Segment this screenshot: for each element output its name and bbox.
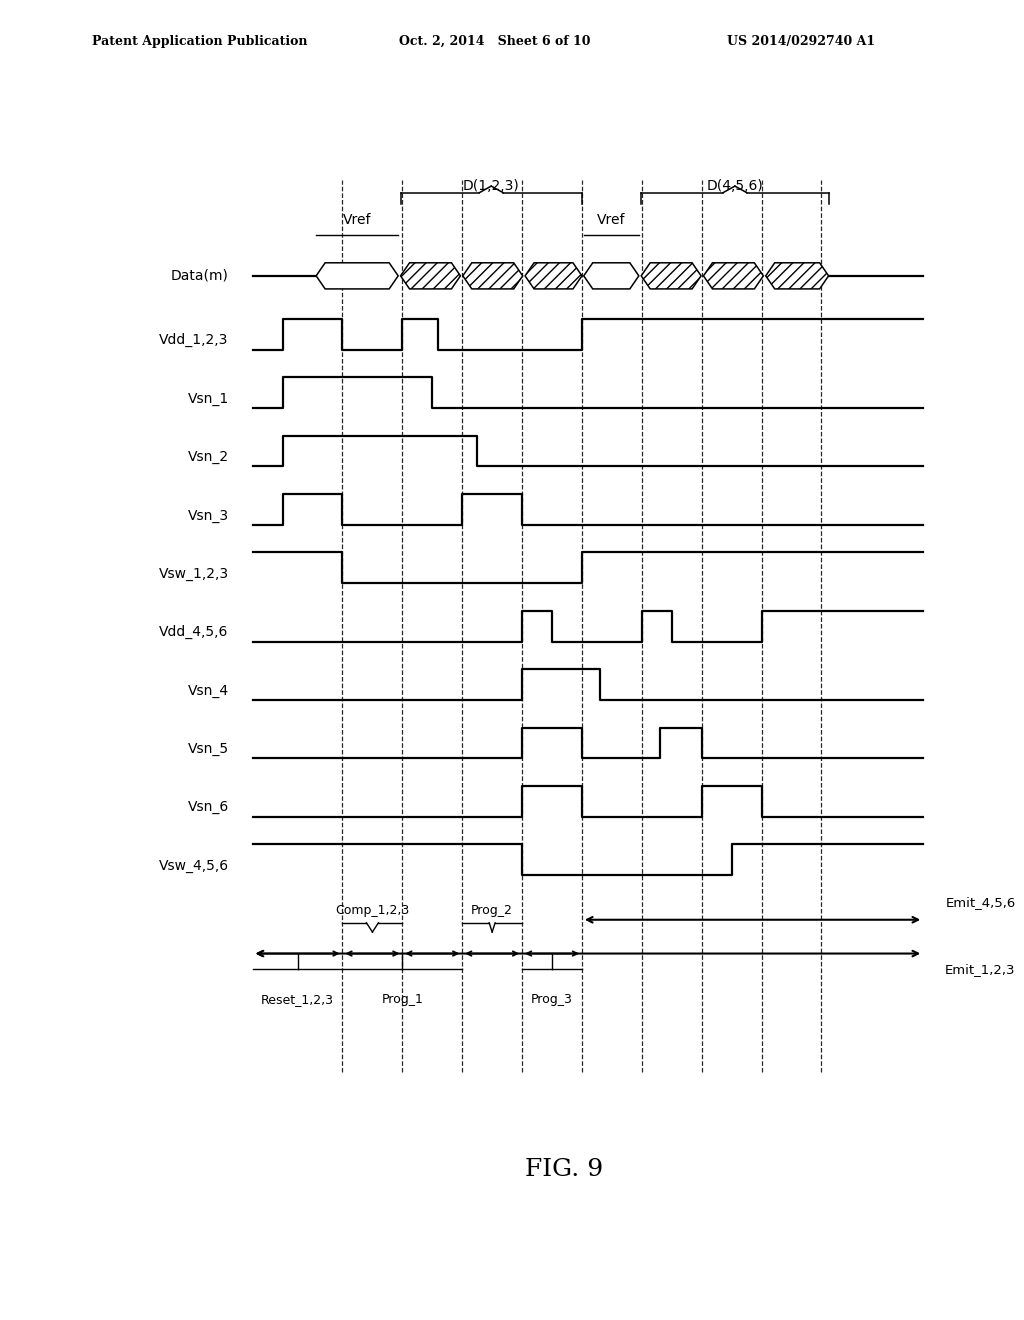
Polygon shape	[400, 263, 461, 289]
Text: Vref: Vref	[343, 213, 372, 227]
Polygon shape	[703, 263, 763, 289]
Text: Prog_2: Prog_2	[471, 904, 513, 916]
Text: Patent Application Publication: Patent Application Publication	[92, 34, 307, 48]
Text: FIG. 9: FIG. 9	[525, 1158, 603, 1181]
Text: Vsw_4,5,6: Vsw_4,5,6	[159, 859, 228, 873]
Text: Vdd_1,2,3: Vdd_1,2,3	[160, 334, 228, 347]
Text: Comp_1,2,3: Comp_1,2,3	[335, 904, 410, 916]
Text: Emit_1,2,3: Emit_1,2,3	[945, 964, 1016, 977]
Text: Vsn_4: Vsn_4	[187, 684, 228, 698]
Text: Vsn_5: Vsn_5	[187, 742, 228, 756]
Text: Vsw_1,2,3: Vsw_1,2,3	[159, 566, 228, 581]
Text: Prog_1: Prog_1	[381, 993, 423, 1006]
Text: Vsn_2: Vsn_2	[187, 450, 228, 465]
Text: US 2014/0292740 A1: US 2014/0292740 A1	[727, 34, 876, 48]
Text: Vsn_3: Vsn_3	[187, 508, 228, 523]
Polygon shape	[766, 263, 828, 289]
Polygon shape	[525, 263, 582, 289]
Text: D(4,5,6): D(4,5,6)	[707, 180, 763, 193]
Text: Vref: Vref	[597, 213, 626, 227]
Polygon shape	[316, 263, 398, 289]
Polygon shape	[463, 263, 522, 289]
Text: Oct. 2, 2014   Sheet 6 of 10: Oct. 2, 2014 Sheet 6 of 10	[399, 34, 591, 48]
Polygon shape	[584, 263, 639, 289]
Text: Reset_1,2,3: Reset_1,2,3	[261, 993, 334, 1006]
Text: Vdd_4,5,6: Vdd_4,5,6	[160, 626, 228, 639]
Text: Vsn_6: Vsn_6	[187, 800, 228, 814]
Text: Vsn_1: Vsn_1	[187, 392, 228, 405]
Text: Emit_4,5,6: Emit_4,5,6	[945, 896, 1016, 909]
Text: Prog_3: Prog_3	[531, 993, 573, 1006]
Text: D(1,2,3): D(1,2,3)	[463, 180, 519, 193]
Polygon shape	[641, 263, 701, 289]
Text: Data(m): Data(m)	[171, 269, 228, 282]
